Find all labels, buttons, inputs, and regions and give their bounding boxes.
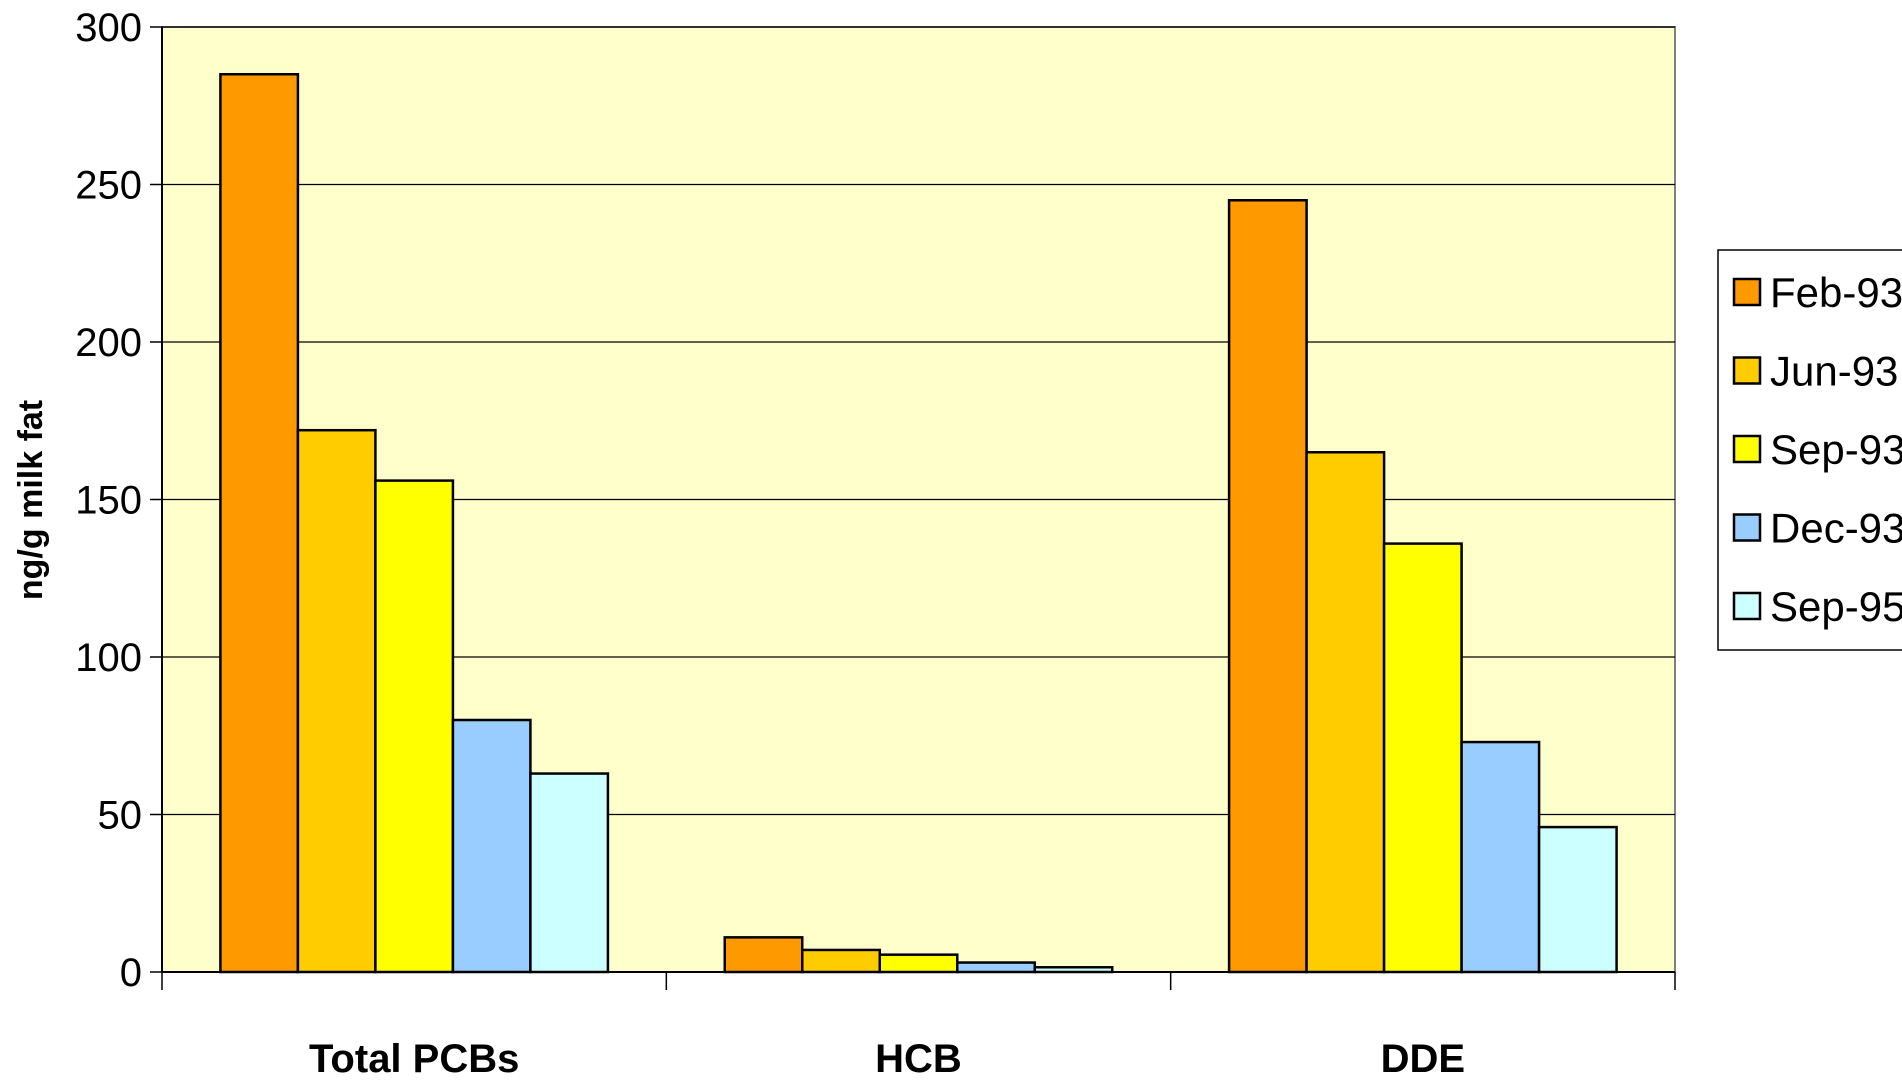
legend-label: Feb-93 (1770, 269, 1902, 316)
bar-jun-93-dde (1305, 451, 1386, 974)
legend-swatch (1732, 277, 1762, 307)
y-tick-label: 100 (75, 636, 142, 680)
bar-dec-93-dde (1460, 740, 1541, 974)
legend-label: Jun-93 (1770, 348, 1898, 395)
bar-feb-93-hcb (723, 936, 804, 974)
y-tick-label: 50 (98, 794, 143, 838)
legend-swatch (1732, 434, 1762, 464)
legend-label: Dec-93 (1770, 505, 1902, 552)
x-category-label: HCB (875, 1037, 962, 1078)
legend-swatch (1732, 513, 1762, 542)
y-tick-label: 200 (75, 321, 142, 365)
y-tick-label: 300 (75, 6, 142, 50)
y-tick-label: 0 (120, 951, 142, 995)
legend-swatch (1732, 591, 1762, 621)
bar-jun-93-total-pcbs (296, 428, 377, 974)
bar-sep-93-dde (1382, 542, 1463, 974)
y-axis-label: ng/g milk fat (12, 400, 50, 600)
bar-sep-93-total-pcbs (374, 479, 455, 974)
bar-sep-95-total-pcbs (529, 772, 610, 974)
x-category-label: Total PCBs (309, 1037, 519, 1078)
bar-sep-95-dde (1537, 825, 1618, 974)
bar-dec-93-hcb (956, 961, 1036, 974)
x-category-label: DDE (1381, 1037, 1465, 1078)
bar-feb-93-dde (1227, 199, 1308, 974)
legend-swatch (1732, 356, 1762, 385)
y-tick-label: 250 (75, 164, 142, 208)
bar-dec-93-total-pcbs (451, 718, 532, 974)
bar-jun-93-hcb (801, 948, 881, 974)
legend-label: Sep-95 (1770, 583, 1902, 630)
bar-feb-93-total-pcbs (219, 73, 300, 974)
bar-sep-93-hcb (878, 953, 959, 974)
y-tick-label: 150 (75, 479, 142, 523)
legend-label: Sep-93 (1770, 426, 1902, 473)
